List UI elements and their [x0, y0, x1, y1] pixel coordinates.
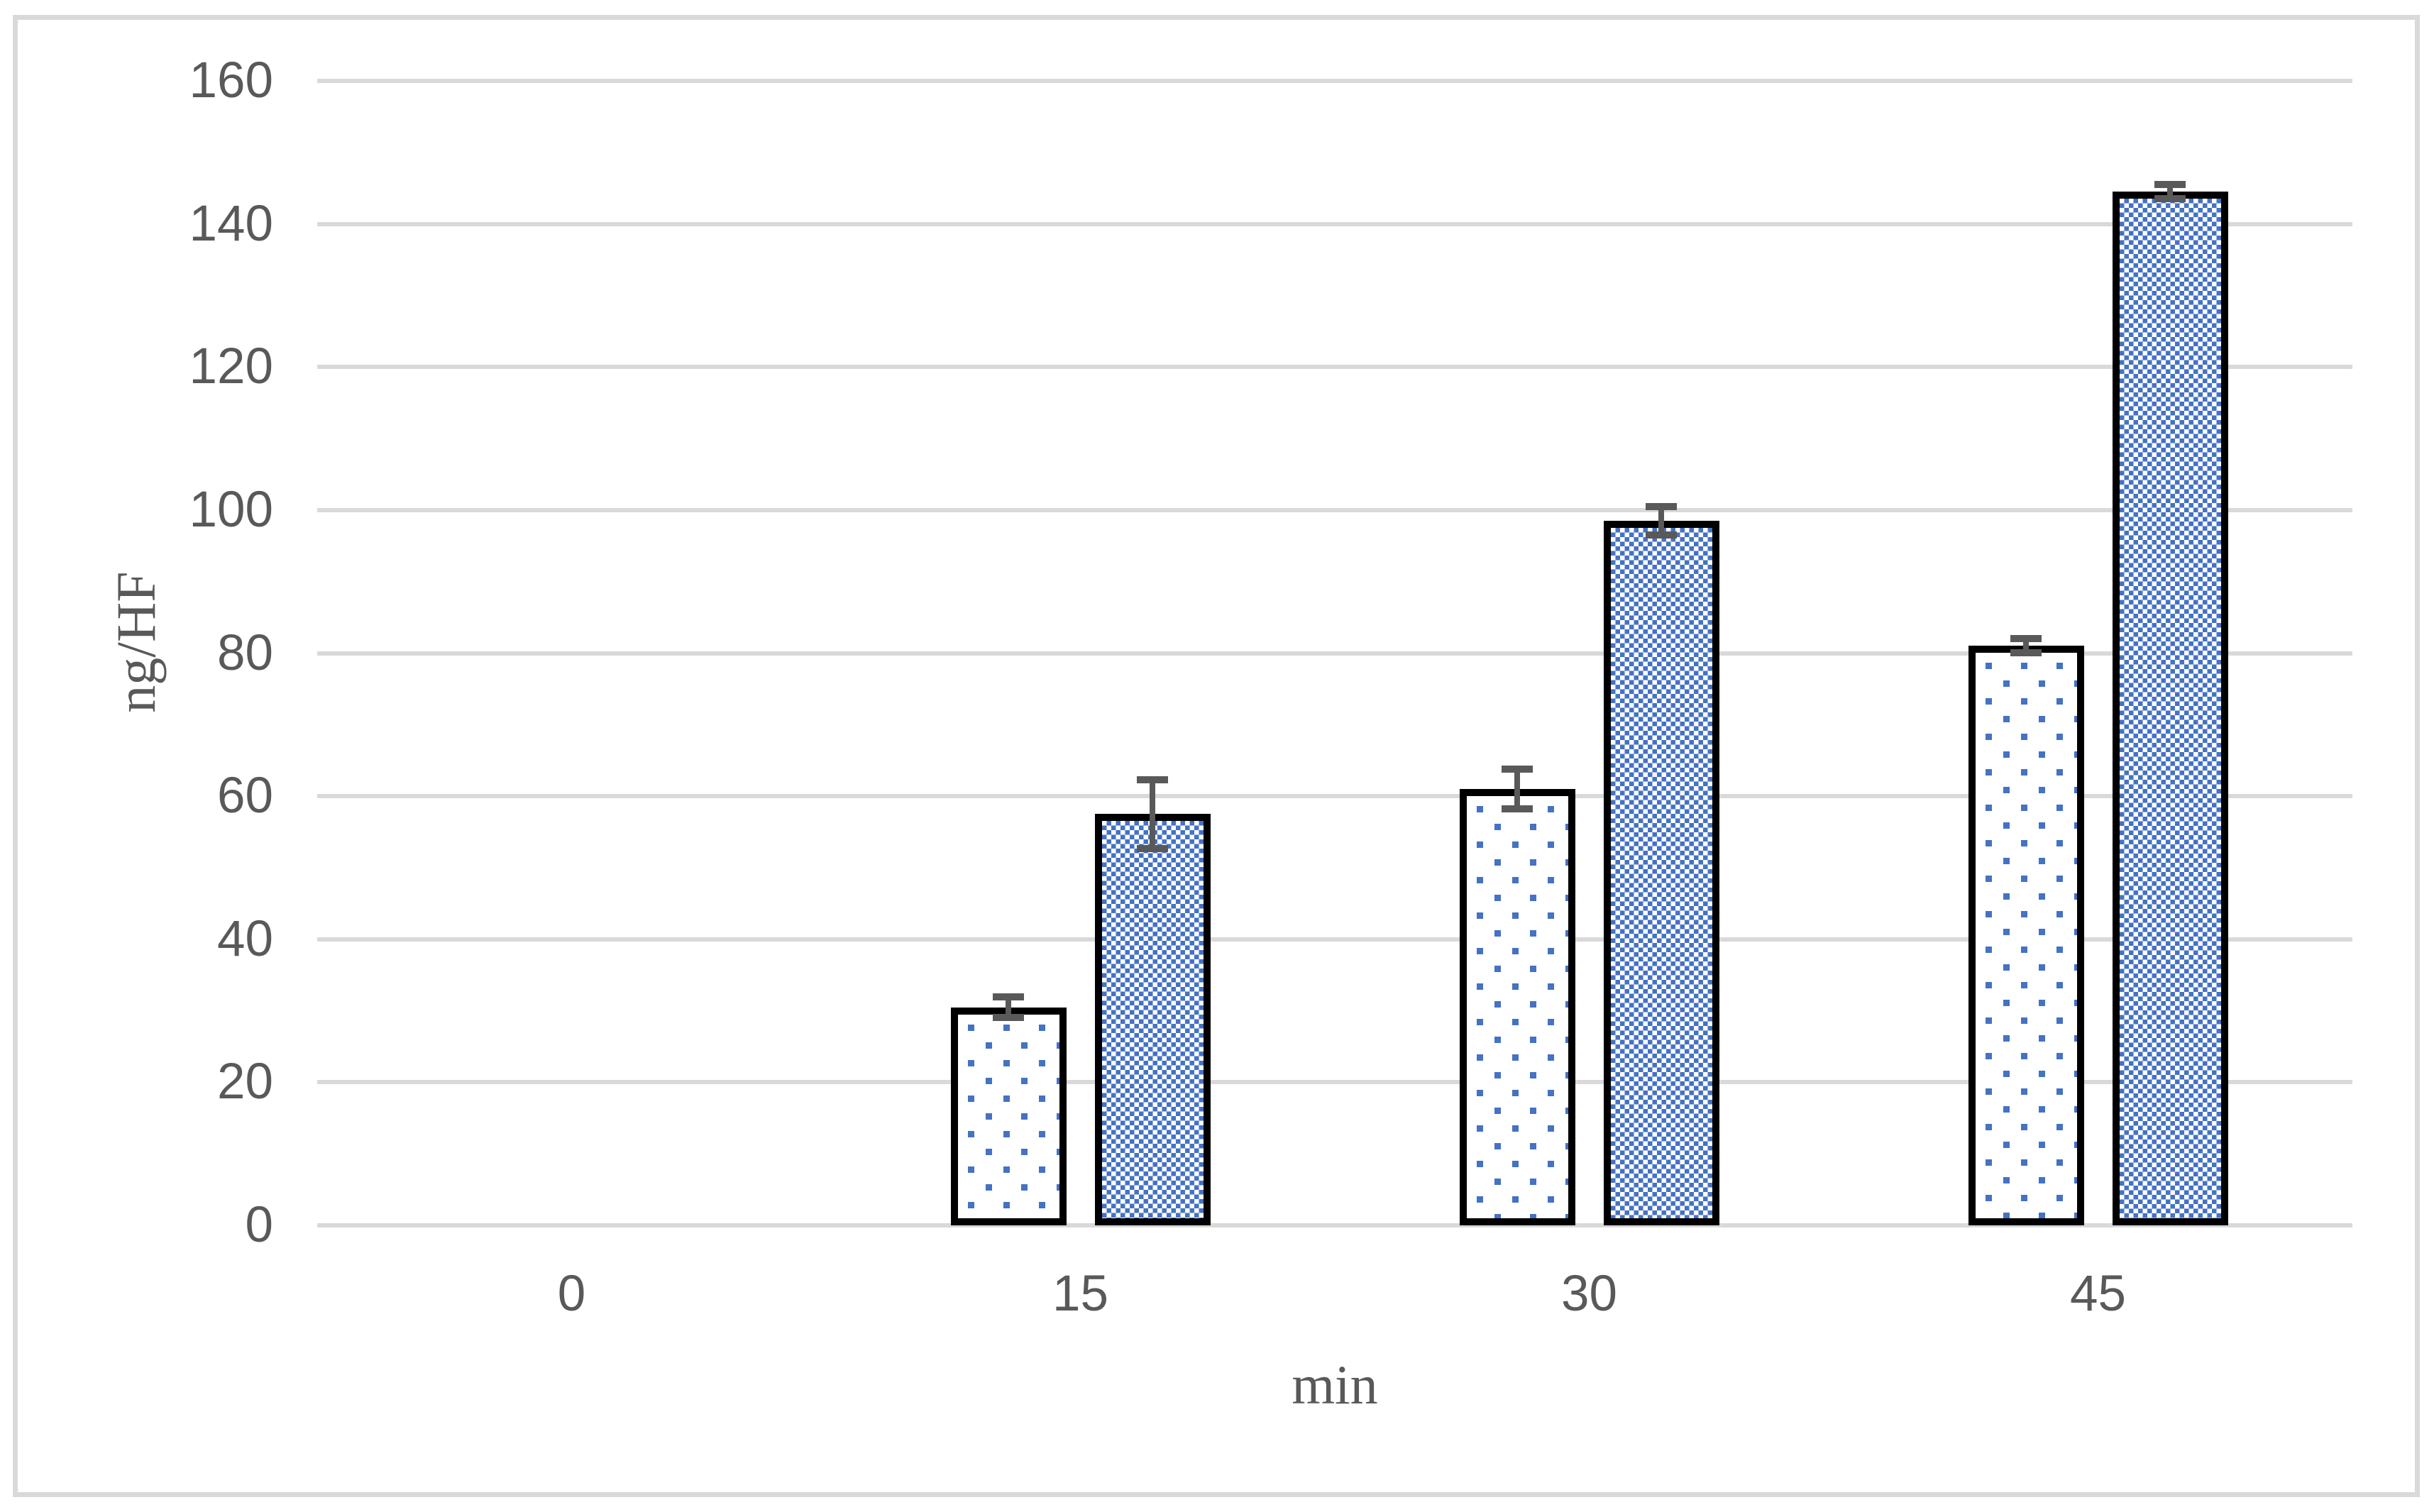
gridline-y-40	[317, 937, 2352, 942]
bar-dotted-pattern-series-at-15	[950, 1008, 1067, 1225]
x-tick-label-45: 45	[2070, 1266, 2126, 1322]
bar-dotted-pattern-series-at-45	[1968, 646, 2084, 1225]
error-bar-top-cap	[1137, 776, 1168, 783]
error-bar-bottom-cap	[1137, 844, 1168, 852]
gridline-y-140	[317, 221, 2352, 226]
y-tick-label-20: 20	[217, 1054, 273, 1110]
y-tick-label-100: 100	[189, 481, 273, 538]
error-bar-bottom-cap	[2154, 195, 2186, 203]
bar-dotted-pattern-series-at-30	[1459, 789, 1575, 1225]
gridline-y-80	[317, 651, 2352, 656]
plot-area	[317, 79, 2352, 1227]
x-axis-title: min	[1292, 1354, 1378, 1416]
gridline-y-0	[317, 1223, 2352, 1227]
bar-checkerboard-pattern-series-at-45	[2112, 192, 2228, 1225]
x-tick-label-0: 0	[557, 1266, 586, 1322]
chart-border-frame	[13, 15, 2420, 1497]
y-tick-label-120: 120	[189, 338, 273, 395]
gridline-y-20	[317, 1080, 2352, 1085]
y-tick-label-60: 60	[217, 768, 273, 824]
bar-checkerboard-pattern-series-at-15	[1094, 814, 1211, 1225]
error-bar-stem	[1658, 509, 1664, 532]
y-tick-label-0: 0	[245, 1197, 274, 1253]
gridline-y-100	[317, 507, 2352, 512]
error-bar-bottom-cap	[1646, 531, 1677, 539]
x-tick-label-15: 15	[1052, 1266, 1108, 1322]
y-axis-title: ng/HF	[105, 571, 167, 713]
error-bar-bottom-cap	[993, 1013, 1024, 1021]
y-tick-label-140: 140	[189, 195, 273, 252]
error-bar-top-cap	[1646, 502, 1677, 510]
error-bar-top-cap	[993, 993, 1024, 1001]
error-bar-stem	[2023, 642, 2029, 650]
error-bar-bottom-cap	[1502, 805, 1533, 813]
y-tick-label-40: 40	[217, 910, 273, 967]
bar-checkerboard-pattern-series-at-30	[1603, 521, 1719, 1225]
error-bar-bottom-cap	[2010, 649, 2042, 657]
y-tick-label-160: 160	[189, 53, 273, 109]
error-bar-top-cap	[2154, 181, 2186, 189]
error-bar-top-cap	[1502, 765, 1533, 773]
y-tick-label-80: 80	[217, 624, 273, 681]
x-tick-label-30: 30	[1561, 1266, 1617, 1322]
gridline-y-60	[317, 794, 2352, 799]
error-bar-stem	[1514, 772, 1520, 806]
error-bar-stem	[2167, 188, 2173, 196]
error-bar-top-cap	[2010, 635, 2042, 643]
gridline-y-160	[317, 79, 2352, 83]
gridline-y-120	[317, 365, 2352, 370]
error-bar-stem	[1150, 783, 1155, 845]
error-bar-stem	[1006, 1000, 1011, 1014]
